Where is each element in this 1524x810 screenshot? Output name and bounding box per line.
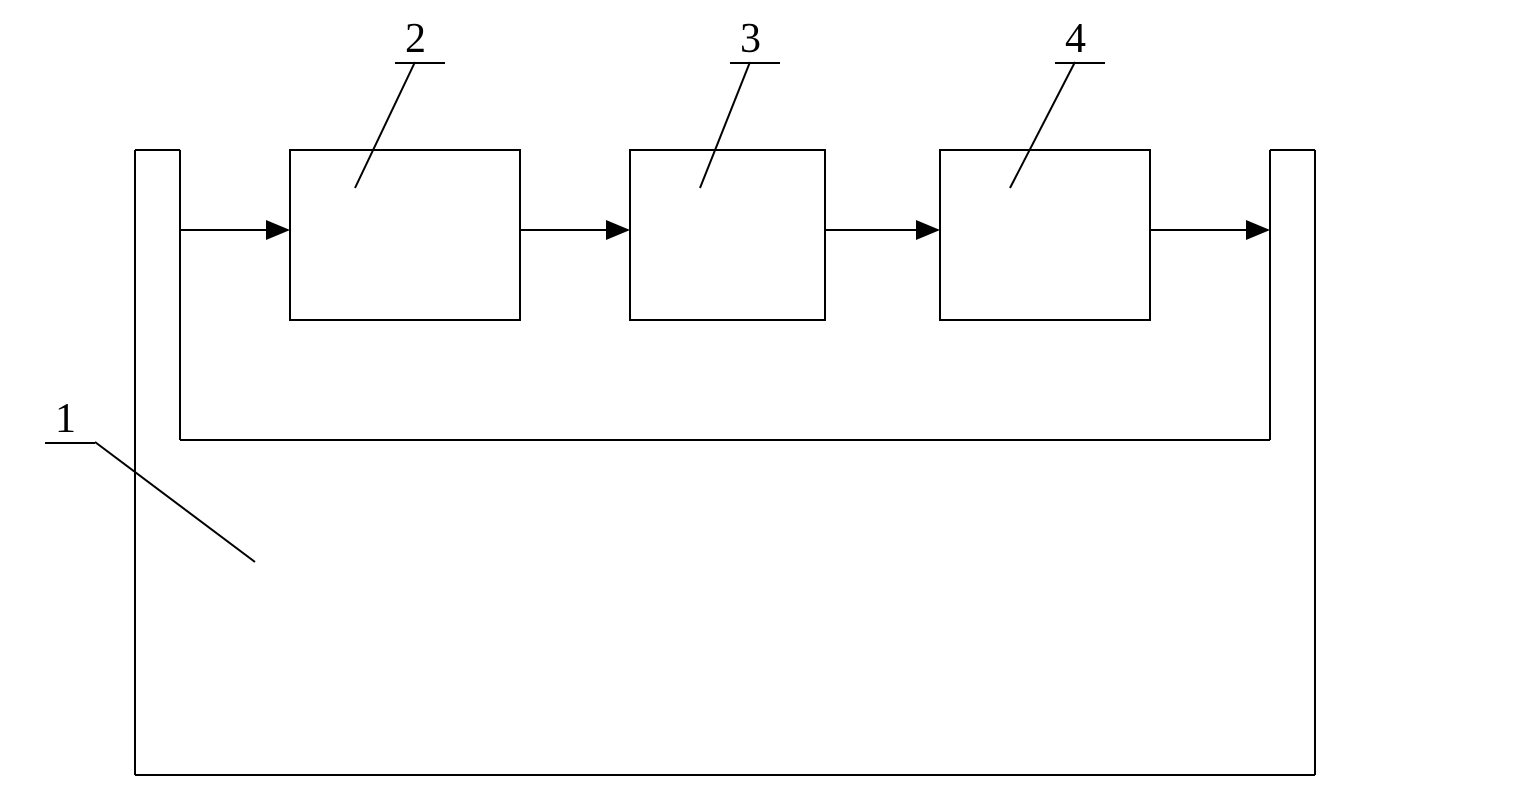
label-4: 4 <box>1065 15 1086 63</box>
label-2-underline <box>395 62 445 64</box>
leader-line-2 <box>355 62 415 188</box>
diagram-container: 1 2 3 4 <box>0 0 1524 805</box>
label-4-underline <box>1055 62 1105 64</box>
u-shape-container <box>135 150 1315 775</box>
leader-line-4 <box>1010 62 1075 188</box>
block-4 <box>940 150 1150 320</box>
diagram-svg <box>0 0 1524 805</box>
label-2: 2 <box>405 15 426 63</box>
label-1: 1 <box>55 395 76 443</box>
leader-line-1 <box>95 442 255 562</box>
leader-line-3 <box>700 62 750 188</box>
label-1-underline <box>45 442 95 444</box>
label-3-underline <box>730 62 780 64</box>
block-3 <box>630 150 825 320</box>
block-2 <box>290 150 520 320</box>
label-3: 3 <box>740 15 761 63</box>
